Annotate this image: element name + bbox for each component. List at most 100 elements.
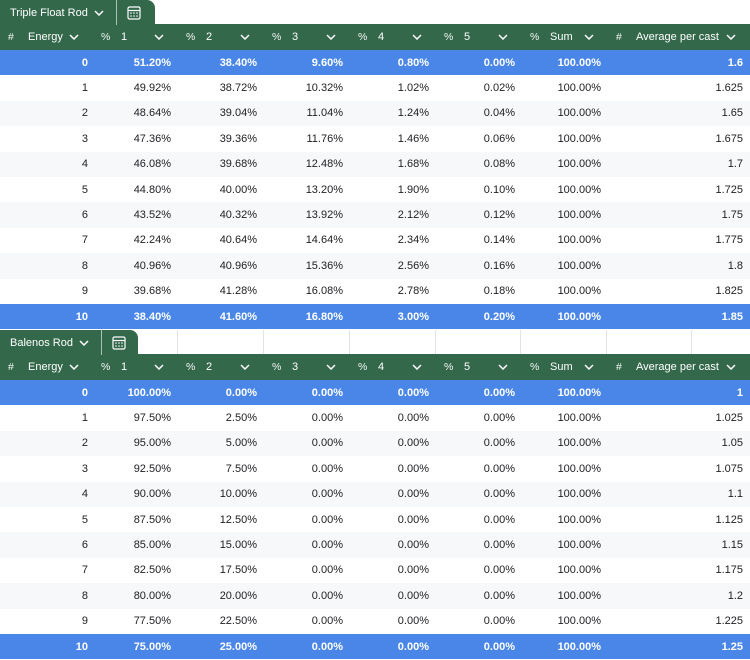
table-cell[interactable]: 1.825: [715, 285, 743, 298]
table-cell[interactable]: 100.00%: [557, 539, 601, 552]
table-cell[interactable]: 0.00%: [311, 513, 343, 526]
table-cell[interactable]: 2.78%: [397, 285, 429, 298]
table-cell[interactable]: 1.46%: [397, 132, 429, 145]
table-cell[interactable]: 40.96%: [133, 259, 171, 272]
column-header[interactable]: % 5: [436, 354, 522, 380]
table-row[interactable]: 1 97.50% 2.50% 0.00% 0.00% 0.00% 100.00% 1.025: [0, 405, 750, 431]
chevron-down-icon[interactable]: [584, 364, 608, 370]
table-cell[interactable]: 0.00%: [311, 564, 343, 577]
table-row[interactable]: 4 90.00% 10.00% 0.00% 0.00% 0.00% 100.00% 1.1: [0, 481, 750, 507]
table-cell[interactable]: 40.00%: [219, 183, 257, 196]
table-cell[interactable]: 41.28%: [219, 285, 257, 298]
table-cell[interactable]: 10: [75, 640, 88, 653]
chevron-down-icon[interactable]: [498, 34, 522, 40]
table-cell[interactable]: 100.00%: [557, 640, 601, 653]
chevron-down-icon[interactable]: [240, 34, 264, 40]
table-cell[interactable]: 4: [81, 158, 88, 171]
table-cell[interactable]: 1.075: [715, 462, 743, 475]
table-cell[interactable]: 100.00%: [557, 488, 601, 501]
table-cell[interactable]: 41.60%: [219, 310, 257, 323]
column-header[interactable]: % 1: [93, 24, 178, 50]
chevron-down-icon[interactable]: [79, 339, 99, 346]
table-cell[interactable]: 0.20%: [483, 310, 515, 323]
table-cell[interactable]: 9.60%: [311, 56, 343, 69]
table-cell[interactable]: 100.00%: [557, 310, 601, 323]
table-cell[interactable]: 0.12%: [483, 209, 515, 222]
chevron-down-icon[interactable]: [154, 34, 178, 40]
table-cell[interactable]: 39.68%: [133, 285, 171, 298]
table-cell[interactable]: 1.75: [721, 209, 743, 222]
table-cell[interactable]: 3: [81, 462, 88, 475]
table-cell[interactable]: 100.00%: [557, 513, 601, 526]
table-row[interactable]: 9 77.50% 22.50% 0.00% 0.00% 0.00% 100.00% 1.225: [0, 608, 750, 634]
table-cell[interactable]: 3.00%: [397, 310, 429, 323]
column-header[interactable]: % 5: [436, 24, 522, 50]
table-cell[interactable]: 9: [81, 615, 88, 628]
table-cell[interactable]: 1.65: [721, 107, 743, 120]
table-cell[interactable]: 12.50%: [219, 513, 257, 526]
table-cell[interactable]: 1.125: [715, 513, 743, 526]
column-header[interactable]: % Sum: [522, 354, 608, 380]
table-cell[interactable]: 4: [81, 488, 88, 501]
table-cell[interactable]: 0.00%: [397, 462, 429, 475]
table-cell[interactable]: 100.00%: [557, 285, 601, 298]
table-cell[interactable]: 15.00%: [219, 539, 257, 552]
table-cell[interactable]: 1.7: [727, 158, 743, 171]
table-cell[interactable]: 0.00%: [311, 412, 343, 425]
table-row[interactable]: 6 43.52% 40.32% 13.92% 2.12% 0.12% 100.00% 1.75: [0, 202, 750, 228]
table-cell[interactable]: 0.00%: [483, 56, 515, 69]
table-cell[interactable]: 2.12%: [397, 209, 429, 222]
table-cell[interactable]: 0.00%: [397, 488, 429, 501]
table-row[interactable]: 8 80.00% 20.00% 0.00% 0.00% 0.00% 100.00% 1.2: [0, 583, 750, 609]
table-cell[interactable]: 13.92%: [305, 209, 343, 222]
table-cell[interactable]: 0.00%: [483, 437, 515, 450]
table-cell[interactable]: 43.52%: [133, 209, 171, 222]
highlighted-table-row[interactable]: 10 75.00% 25.00% 0.00% 0.00% 0.00% 100.00% 1.25: [0, 633, 750, 660]
table-cell[interactable]: 0.00%: [483, 488, 515, 501]
table-cell[interactable]: 82.50%: [133, 564, 171, 577]
table-cell[interactable]: 40.96%: [219, 259, 257, 272]
table-cell[interactable]: 39.36%: [219, 132, 257, 145]
table-cell[interactable]: 80.00%: [133, 589, 171, 602]
table-cell[interactable]: 22.50%: [219, 615, 257, 628]
table-cell[interactable]: 100.00%: [557, 158, 601, 171]
chevron-down-icon[interactable]: [412, 364, 436, 370]
table-name-tab[interactable]: Triple Float Rod: [0, 0, 155, 25]
table-cell[interactable]: 0.00%: [311, 539, 343, 552]
column-header[interactable]: % 4: [350, 24, 436, 50]
table-cell[interactable]: 1.90%: [397, 183, 429, 196]
table-cell[interactable]: 1.025: [715, 412, 743, 425]
table-cell[interactable]: 14.64%: [305, 234, 343, 247]
column-header[interactable]: % 3: [264, 354, 350, 380]
table-cell[interactable]: 40.64%: [219, 234, 257, 247]
table-cell[interactable]: 1.15: [721, 539, 743, 552]
table-cell[interactable]: 3: [81, 132, 88, 145]
table-cell[interactable]: 38.72%: [219, 82, 257, 95]
table-cell[interactable]: 1.68%: [397, 158, 429, 171]
chevron-down-icon[interactable]: [726, 364, 750, 370]
table-cell[interactable]: 0.00%: [397, 437, 429, 450]
table-cell[interactable]: 90.00%: [133, 488, 171, 501]
chevron-down-icon[interactable]: [154, 364, 178, 370]
column-header[interactable]: # Energy: [0, 24, 93, 50]
table-cell[interactable]: 100.00%: [557, 259, 601, 272]
table-cell[interactable]: 2.50%: [225, 412, 257, 425]
table-cell[interactable]: 100.00%: [557, 82, 601, 95]
chevron-down-icon[interactable]: [326, 34, 350, 40]
table-cell[interactable]: 38.40%: [219, 56, 257, 69]
table-cell[interactable]: 1: [81, 82, 88, 95]
table-cell[interactable]: 0.00%: [311, 437, 343, 450]
table-cell[interactable]: 75.00%: [133, 640, 171, 653]
table-row[interactable]: 3 92.50% 7.50% 0.00% 0.00% 0.00% 100.00% 1.075: [0, 456, 750, 482]
table-cell[interactable]: 1.6: [727, 56, 743, 69]
table-cell[interactable]: 0.00%: [397, 589, 429, 602]
table-cell[interactable]: 0.00%: [311, 462, 343, 475]
table-cell[interactable]: 85.00%: [133, 539, 171, 552]
table-cell[interactable]: 1.24%: [397, 107, 429, 120]
table-cell[interactable]: 0.02%: [483, 82, 515, 95]
table-cell[interactable]: 2.56%: [397, 259, 429, 272]
table-cell[interactable]: 13.20%: [305, 183, 343, 196]
table-cell[interactable]: 10: [75, 310, 88, 323]
column-header[interactable]: % 2: [178, 354, 264, 380]
table-cell[interactable]: 1.725: [715, 183, 743, 196]
